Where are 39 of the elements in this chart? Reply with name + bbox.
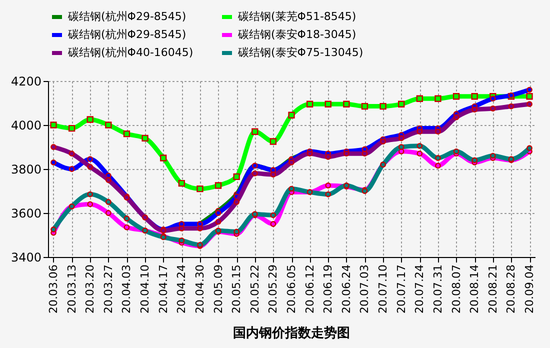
x-tick-label: 20.07.10 [376,264,390,314]
x-tick-label: 20.05.09 [212,264,225,314]
legend-label: 碳结钢(杭州Φ40-16045) [67,46,194,59]
x-tick-label: 20.05.29 [266,264,280,314]
y-tick-label: 3400 [10,250,42,264]
text: 国内钢价指数走势图 [233,324,350,341]
x-tick-label: 20.08.14 [468,264,482,314]
x-tick-label: 20.04.24 [175,264,188,314]
x-tick-label: 20.08.21 [486,264,500,314]
y-tick-label: 3600 [10,206,42,220]
legend-label: 碳结钢(莱芜Φ51-8545) [237,10,356,23]
x-tick-label: 20.06.12 [303,264,316,314]
x-tick-label: 20.08.28 [504,264,518,314]
x-tick-label: 20.03.27 [102,264,115,314]
x-tick-label: 20.03.20 [84,264,97,314]
x-tick-label: 20.03.06 [46,264,60,314]
x-tick-label: 20.08.07 [450,264,463,314]
x-tick-label: 20.07.31 [431,264,444,314]
x-tick-label: 20.06.24 [340,264,353,314]
x-tick-label: 20.04.17 [156,264,170,314]
legend-label: 碳结钢(泰安Φ18-3045) [237,28,356,41]
y-tick-label: 3800 [10,162,42,176]
x-tick-label: 20.07.17 [394,264,408,314]
x-tick-label: 20.04.30 [193,264,206,314]
x-tick-label: 20.07.03 [358,264,372,314]
x-tick-label: 20.06.19 [322,264,335,314]
x-tick-label: 20.05.15 [230,264,244,314]
y-tick-label: 4200 [10,74,42,88]
x-tick-label: 20.06.05 [285,264,298,314]
x-tick-label: 20.09.04 [523,264,536,314]
x-tick-label: 20.07.24 [413,264,426,314]
x-tick-label: 20.04.10 [138,264,152,314]
legend-label: 碳结钢(泰安Φ75-13045) [237,46,364,59]
legend-label: 碳结钢(杭州Φ29-8545) [67,28,186,41]
y-tick-label: 4000 [10,118,42,132]
legend-label: 碳结钢(杭州Φ29-8545) [67,10,186,23]
x-tick-label: 20.03.13 [65,264,78,314]
x-tick-label: 20.05.22 [248,264,262,314]
x-tick-label: 20.04.03 [120,264,134,314]
